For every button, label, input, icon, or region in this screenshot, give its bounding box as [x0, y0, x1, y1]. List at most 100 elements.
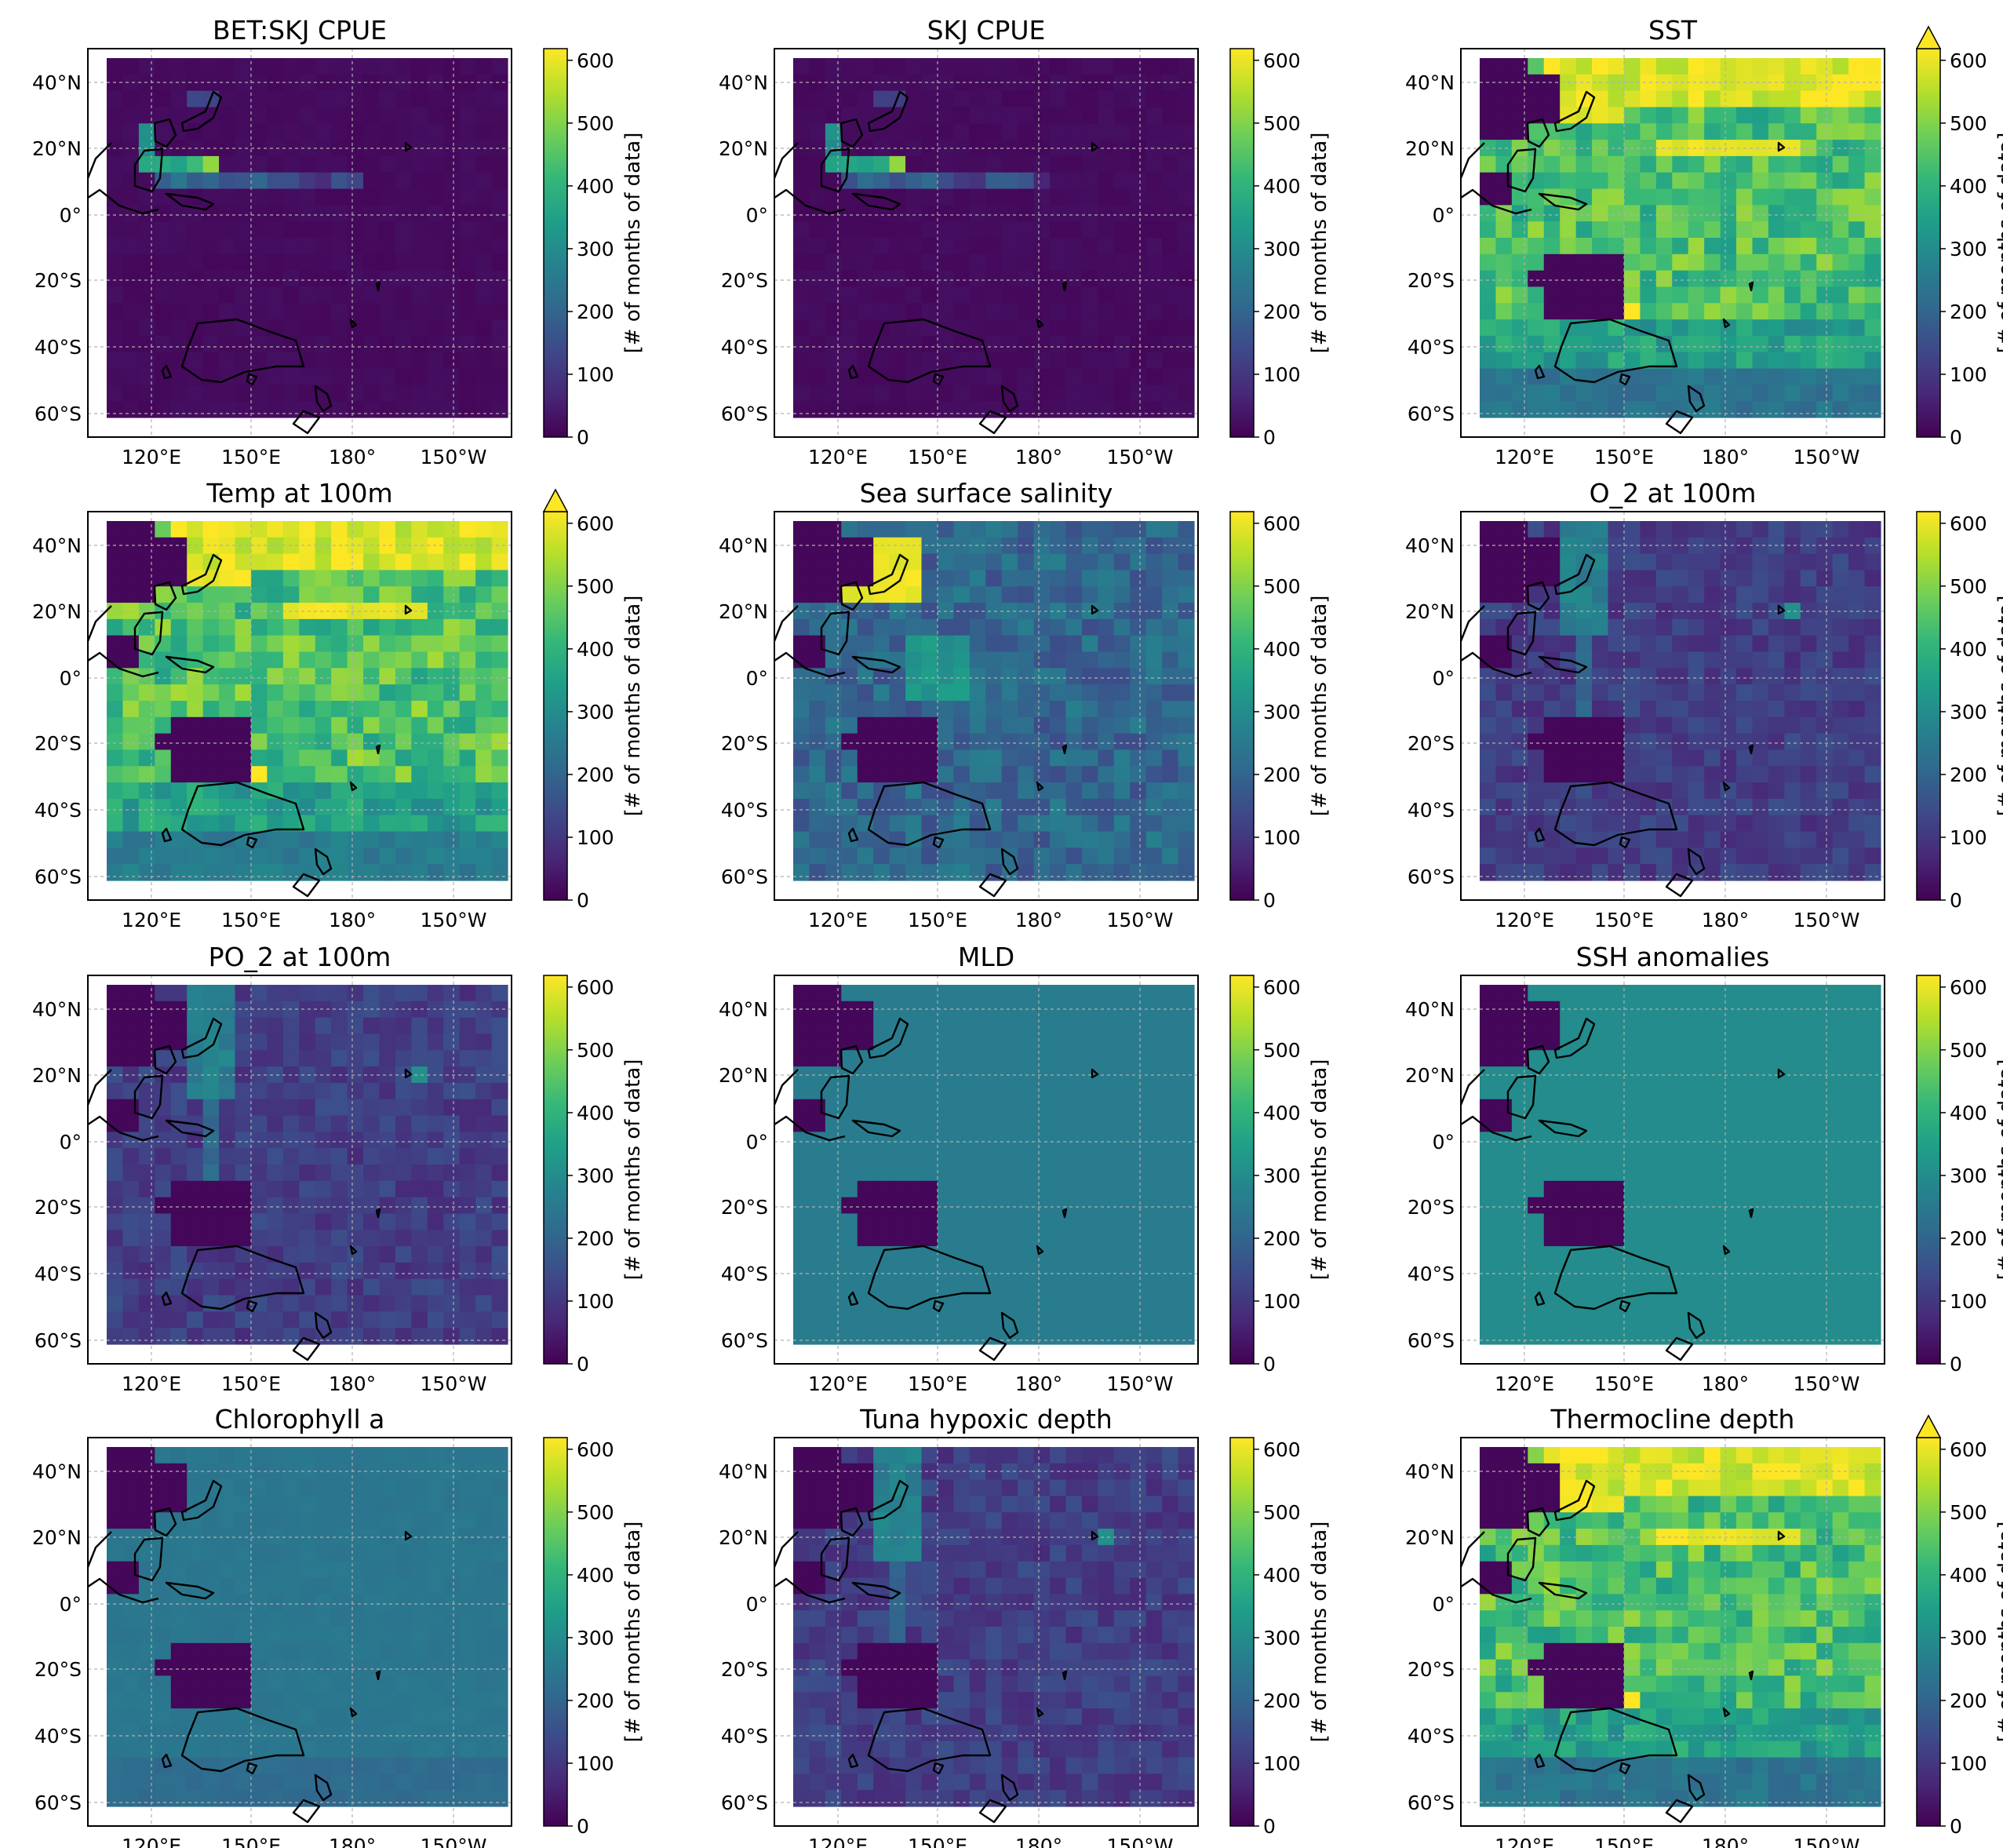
- heatmap-cell: [202, 74, 220, 92]
- colorbar-tick-label: 100: [1950, 826, 1987, 849]
- heatmap-cell: [282, 188, 300, 206]
- heatmap-cell: [202, 603, 220, 620]
- heatmap-cell: [921, 303, 938, 320]
- heatmap-cell: [219, 570, 236, 587]
- heatmap-cell: [395, 570, 412, 587]
- colorbar-tick-label: 600: [1950, 49, 1987, 72]
- heatmap-cell: [1640, 1050, 1657, 1067]
- heatmap-cell: [1495, 1082, 1513, 1100]
- heatmap-cell: [235, 140, 252, 157]
- heatmap-cell: [1162, 1099, 1179, 1117]
- heatmap-cell: [1784, 368, 1801, 385]
- heatmap-cell: [138, 238, 155, 255]
- heatmap-cell: [1543, 618, 1561, 636]
- heatmap-cell: [825, 303, 842, 320]
- heatmap-cell: [857, 385, 874, 402]
- heatmap-cell: [138, 847, 155, 865]
- heatmap-cell: [1480, 286, 1497, 304]
- heatmap-cell: [809, 553, 826, 571]
- heatmap-cell: [1033, 319, 1051, 337]
- heatmap-cell: [202, 985, 220, 1002]
- heatmap-cell: [202, 716, 220, 734]
- heatmap-cell: [1736, 521, 1754, 538]
- heatmap-cell: [299, 521, 316, 538]
- heatmap-cell: [282, 1132, 300, 1149]
- heatmap-cell: [395, 286, 412, 304]
- lon-tick-label: 150°W: [1107, 1372, 1174, 1395]
- heatmap-cell: [491, 1066, 508, 1084]
- heatmap-cell: [1832, 831, 1849, 848]
- heatmap-cell: [1816, 140, 1834, 157]
- heatmap-cell: [1050, 1148, 1067, 1165]
- heatmap-cell: [1704, 815, 1721, 833]
- heatmap-cell: [1848, 1017, 1866, 1035]
- heatmap-cell: [905, 1262, 923, 1280]
- heatmap-cell: [1800, 651, 1817, 669]
- heatmap-cell: [395, 635, 412, 653]
- heatmap-cell: [1832, 815, 1849, 833]
- heatmap-cell: [170, 521, 188, 538]
- heatmap-cell: [1832, 749, 1849, 767]
- heatmap-cell: [873, 1278, 890, 1296]
- heatmap-cell: [921, 537, 938, 555]
- heatmap-cell: [841, 1099, 858, 1117]
- heatmap-cell: [1130, 1115, 1147, 1132]
- heatmap-cell: [1720, 319, 1737, 337]
- lat-tick-label: 40°S: [35, 1263, 82, 1285]
- heatmap-cell: [1065, 1148, 1083, 1165]
- heatmap-cell: [825, 172, 842, 190]
- heatmap-cell: [1832, 90, 1849, 108]
- heatmap-cell: [107, 1311, 124, 1329]
- heatmap-cell: [1592, 1017, 1609, 1035]
- heatmap-cell: [937, 1197, 954, 1215]
- heatmap-cell: [1145, 155, 1163, 173]
- heatmap-cell: [1688, 1033, 1705, 1051]
- heatmap-cell: [889, 123, 906, 140]
- heatmap-cell: [459, 1115, 476, 1132]
- heatmap-cell: [793, 1050, 810, 1067]
- heatmap-cell: [475, 1165, 493, 1182]
- heatmap-cell: [873, 684, 890, 702]
- heatmap-cell: [250, 716, 268, 734]
- heatmap-cell: [1608, 733, 1625, 751]
- heatmap-cell: [1130, 335, 1147, 353]
- heatmap-cell: [905, 716, 923, 734]
- heatmap-cell: [1495, 270, 1513, 288]
- heatmap-cell: [1495, 847, 1513, 865]
- heatmap-cell: [1001, 270, 1018, 288]
- heatmap-cell: [187, 1033, 204, 1051]
- heatmap-cell: [299, 553, 316, 571]
- colorbar-tick-label: 500: [1263, 112, 1301, 135]
- heatmap-cell: [411, 319, 428, 337]
- heatmap-cell: [475, 985, 493, 1002]
- heatmap-cell: [1001, 123, 1018, 140]
- heatmap-cell: [299, 831, 316, 848]
- heatmap-cell: [250, 570, 268, 587]
- heatmap-cell: [1784, 1050, 1801, 1067]
- heatmap-cell: [921, 749, 938, 767]
- heatmap-cell: [491, 1278, 508, 1296]
- heatmap-cell: [379, 1311, 396, 1329]
- heatmap-cell: [1672, 766, 1689, 783]
- heatmap-cell: [1864, 603, 1881, 620]
- heatmap-cell: [953, 368, 971, 385]
- heatmap-cell: [443, 782, 461, 800]
- heatmap-cell: [1511, 1050, 1528, 1067]
- heatmap-cell: [250, 651, 268, 669]
- heatmap-cell: [379, 749, 396, 767]
- heatmap-cell: [825, 1262, 842, 1280]
- heatmap-cell: [1848, 401, 1866, 418]
- heatmap-cell: [107, 1132, 124, 1149]
- heatmap-cell: [1784, 319, 1801, 337]
- lon-tick-label: 120°E: [1495, 446, 1554, 468]
- heatmap-cell: [1848, 1033, 1866, 1051]
- heatmap-cell: [267, 221, 284, 239]
- heatmap-cell: [1033, 716, 1051, 734]
- heatmap-cell: [1752, 188, 1769, 206]
- heatmap-cell: [1511, 205, 1528, 222]
- heatmap-cell: [1704, 570, 1721, 587]
- heatmap-cell: [1784, 90, 1801, 108]
- heatmap-cell: [1864, 537, 1881, 555]
- heatmap-cell: [459, 1033, 476, 1051]
